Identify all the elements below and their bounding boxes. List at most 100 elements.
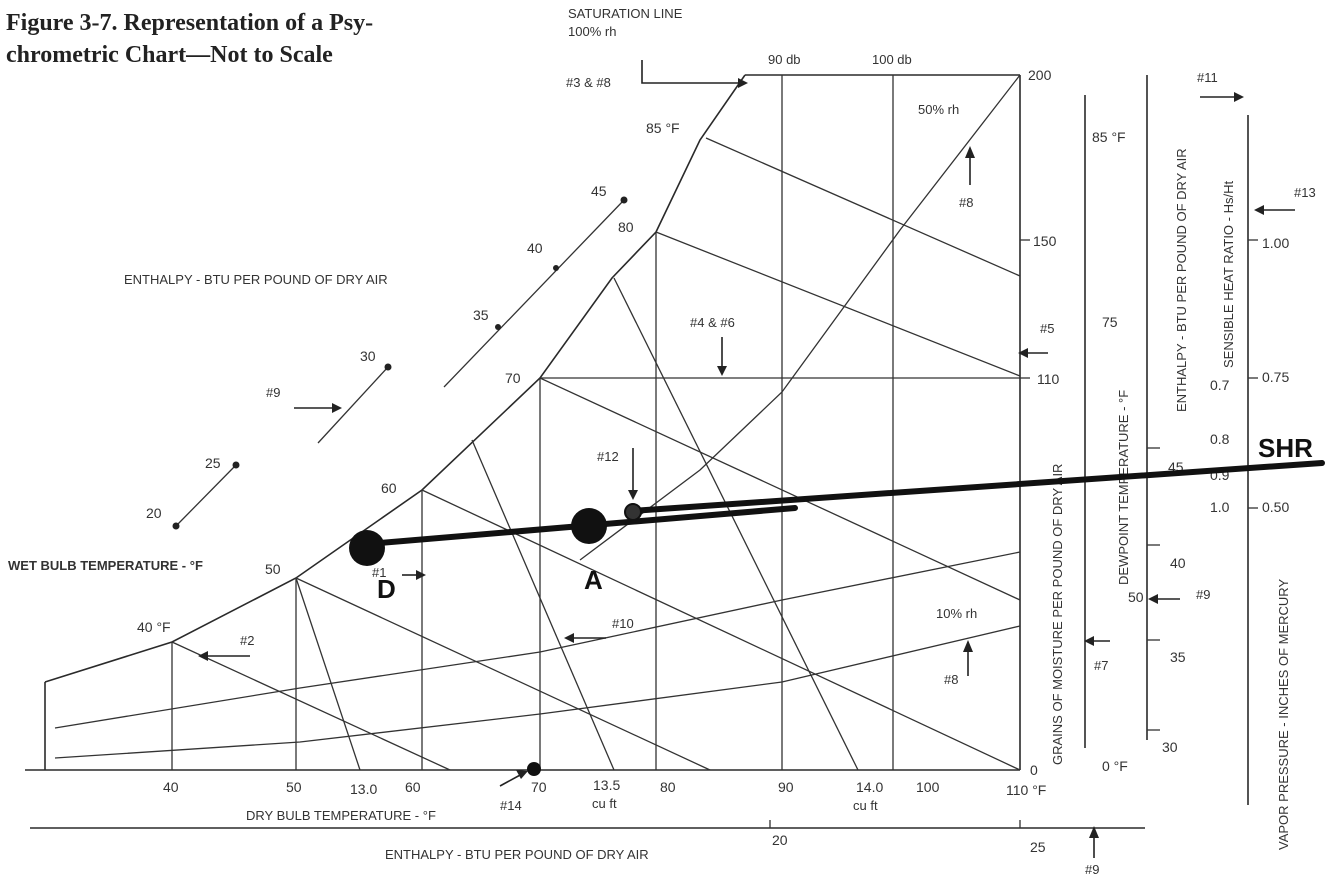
enthalpy-dot-20 [172,522,180,530]
enthalpy-bottom-label: ENTHALPY - BTU PER POUND OF DRY AIR [385,847,649,862]
vol-tick-130: 13.0 [350,781,377,797]
ref-13-arrowhead [1254,205,1264,215]
enthalpy-vertical-title: ENTHALPY - BTU PER POUND OF DRY AIR [1174,148,1189,412]
ref-10-label: #10 [612,616,634,631]
wb-tick-70: 70 [505,370,521,386]
enthalpy-top-label: ENTHALPY - BTU PER POUND OF DRY AIR [124,272,388,287]
enthalpy-tick-35: 35 [473,307,489,323]
db-tick-110: 110 °F [1006,782,1046,798]
enthalpy-dot-30 [384,363,392,371]
enthalpy-tick-20: 20 [146,505,162,521]
ref-3-8-arrowhead [738,78,748,88]
ref-8-bottom-label: #8 [944,672,958,687]
figure-title-line2: chrometric Chart—Not to Scale [6,42,333,68]
wb-line-60 [421,489,1021,771]
ref-8-top-arrowhead [965,146,975,158]
wb-line-85 [705,137,1021,277]
wb-tick-80: 80 [618,219,634,235]
rh50-label: 50% rh [918,102,959,117]
db-tick-60: 60 [405,779,421,795]
ref-2-label: #2 [240,633,254,648]
enthalpy-tick-45: 45 [591,183,607,199]
saturation-line-label: SATURATION LINE [568,6,683,21]
dewpoint-tick-75: 75 [1102,314,1118,330]
ref-3-8-label: #3 & #8 [566,75,611,90]
vapor-tick-050: 0.50 [1262,499,1289,515]
db-tick-70: 70 [531,779,547,795]
db-tick-40: 40 [163,779,179,795]
ref-14-dot [527,762,541,776]
dewpoint-axis-title: DEWPOINT TEMPERATURE - °F [1116,390,1131,585]
enthalpy-tick-30: 30 [360,348,376,364]
ref-3-8-arrow [641,60,738,84]
enthalpy-dot-45 [620,196,628,204]
vol-line-130 [295,577,361,771]
vol-tick-140: 14.0 [856,779,883,795]
rh-curve-50 [579,74,1021,561]
ref-11-arrowhead [1234,92,1244,102]
shr-axis-title: SENSIBLE HEAT RATIO - Hs/Ht [1221,181,1236,368]
shr-line [629,460,1325,514]
ref-9-right-label: #9 [1196,587,1210,602]
ref-7-arrowhead [1084,636,1094,646]
rh10-label: 10% rh [936,606,977,621]
point-d-marker [349,530,385,566]
ref-14-arrow [499,773,523,787]
dewpoint-tick-0: 0 °F [1102,758,1128,774]
vol-unit-135: cu ft [592,796,617,811]
db100-label: 100 db [872,52,912,67]
wet-bulb-axis-label: WET BULB TEMPERATURE - °F [8,558,203,573]
ref-4-6-arrowhead [717,366,727,376]
enthalpy-scale-low [175,464,237,527]
enthalpy-tick-25: 25 [205,455,221,471]
shr-tick-100: 1.00 [1262,235,1289,251]
enthalpy-tick-40: 40 [527,240,543,256]
wb-tick-40: 40 °F [137,619,171,635]
ref-7-label: #7 [1094,658,1108,673]
point-a-marker [571,508,607,544]
vol-tick-135: 13.5 [593,777,620,793]
ref-12-arrowhead [628,490,638,500]
grains-tick-0: 0 [1030,762,1038,778]
shr-label: SHR [1258,433,1313,463]
vol-unit-140: cu ft [853,798,878,813]
ref-14-arrowhead [516,770,528,779]
enthalpy-dot-40 [553,265,559,271]
grains-tick-150: 150 [1033,233,1057,249]
dewpoint-tick-35: 35 [1170,649,1186,665]
db-tick-80: 80 [660,779,676,795]
ref-13-label: #13 [1294,185,1316,200]
dry-bulb-axis-label: DRY BULB TEMPERATURE - °F [246,808,436,823]
vapor-axis-title: VAPOR PRESSURE - INCHES OF MERCURY [1276,579,1291,850]
point-d-label: D [377,574,396,604]
ref-9-right-arrowhead [1148,594,1158,604]
grains-tick-200: 200 [1028,67,1052,83]
ref-9-bottom-label: #9 [1085,862,1099,877]
dewpoint-tick-30: 30 [1162,739,1178,755]
point-12-marker [624,503,642,521]
ref-4-6-label: #4 & #6 [690,315,735,330]
shr-tick-08: 0.8 [1210,431,1230,447]
dewpoint-tick-50: 50 [1128,589,1144,605]
ref-10-arrowhead [564,633,574,643]
wb-line-40 [171,641,451,771]
rh-curve-10 [54,625,1021,759]
db-tick-50: 50 [286,779,302,795]
ref-8-bottom-arrowhead [963,640,973,652]
wb-tick-50: 50 [265,561,281,577]
enthalpy-scale-high [443,199,625,388]
db90-label: 90 db [768,52,801,67]
ref-1-label: #1 [372,565,386,580]
ref-5-arrowhead [1018,348,1028,358]
dewpoint-tick-40: 40 [1170,555,1186,571]
vapor-tick-075: 0.75 [1262,369,1289,385]
ref-9-bottom-arrowhead [1089,826,1099,838]
ref-11-label: #11 [1197,70,1218,85]
point-a-label: A [584,565,603,595]
grains-axis-title: GRAINS OF MOISTURE PER POUND OF DRY AIR [1050,464,1065,765]
ref-12-label: #12 [597,449,619,464]
ref-5-label: #5 [1040,321,1054,336]
vol-line-140 [613,277,859,771]
rh-curve-mid [54,551,1021,729]
vol-line-135 [471,439,615,771]
